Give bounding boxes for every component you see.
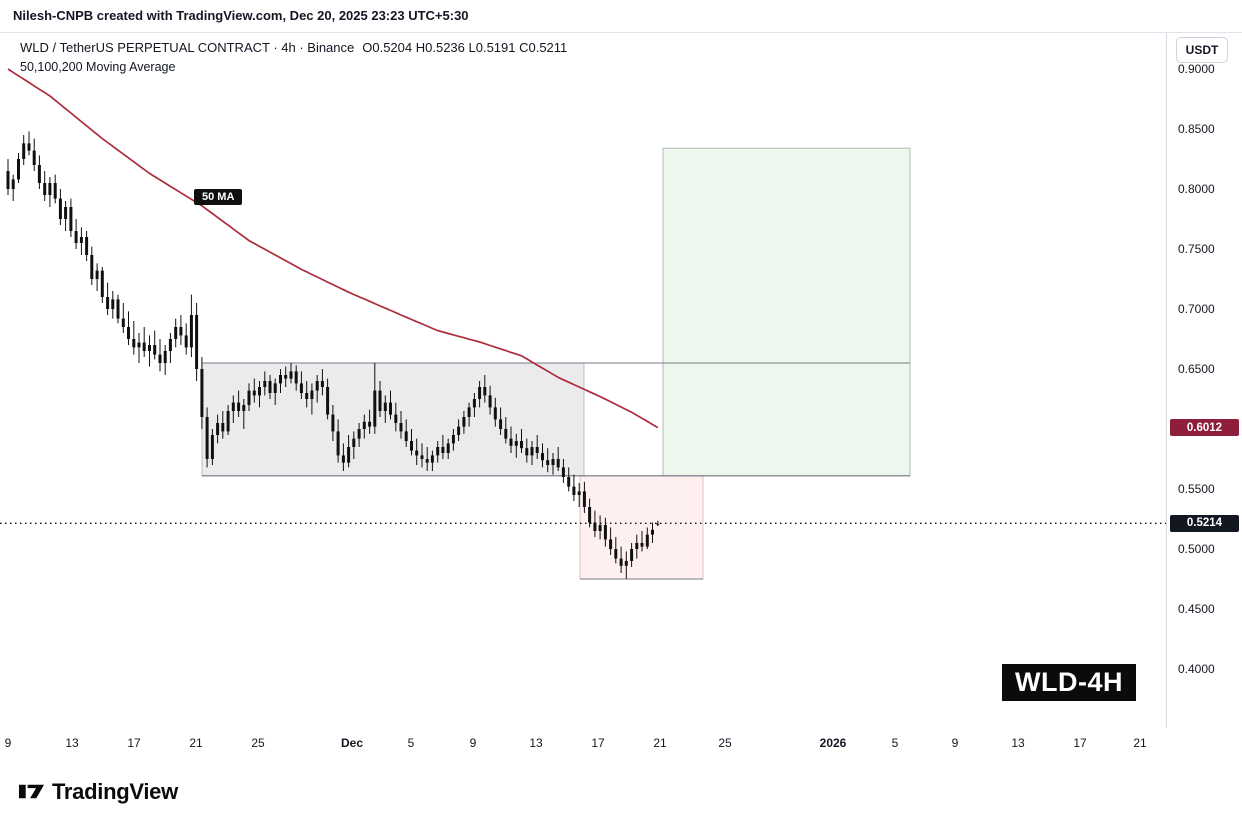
watermark-label: WLD-4H (1002, 664, 1136, 701)
price-axis-label: 0.6500 (1178, 362, 1215, 376)
time-axis-label: 13 (1011, 736, 1025, 750)
price-axis-label: 0.4500 (1178, 602, 1215, 616)
tradingview-brand-link[interactable]: TradingView (18, 778, 178, 805)
chart-panel[interactable]: WLD / TetherUS PERPETUAL CONTRACT · 4h ·… (0, 32, 1242, 730)
price-axis-label: 0.8500 (1178, 122, 1215, 136)
time-axis-label: 17 (1073, 736, 1087, 750)
price-axis-label: 0.9000 (1178, 62, 1215, 76)
symbol-legend[interactable]: WLD / TetherUS PERPETUAL CONTRACT · 4h ·… (20, 40, 567, 55)
price-axis-label: 0.8000 (1178, 182, 1215, 196)
price-axis-label: 0.4000 (1178, 662, 1215, 676)
price-axis-label: 0.5000 (1178, 542, 1215, 556)
ohlc-values: O0.5204 H0.5236 L0.5191 C0.5211 (362, 40, 568, 55)
time-axis-label: 13 (65, 736, 79, 750)
time-axis-label: 25 (718, 736, 732, 750)
time-axis-label: Dec (340, 736, 364, 750)
symbol-title[interactable]: WLD / TetherUS PERPETUAL CONTRACT · 4h ·… (20, 40, 355, 55)
time-axis-label: 21 (1133, 736, 1147, 750)
time-axis-label: 9 (4, 736, 12, 750)
time-axis-label: 17 (591, 736, 605, 750)
currency-toggle-button[interactable]: USDT (1176, 37, 1228, 63)
time-axis-label: 17 (127, 736, 141, 750)
price-axis-label: 0.7000 (1178, 302, 1215, 316)
time-axis-label: 13 (529, 736, 543, 750)
time-axis[interactable]: 9 13 17 21 25 Dec 5 9 13 17 21 25 2026 5 9 13 17 21 (0, 728, 1242, 762)
ma-label: 50 MA (194, 189, 243, 205)
attribution-bar: Nilesh-CNPB created with TradingView.com… (0, 0, 1242, 32)
time-axis-label: 9 (469, 736, 477, 750)
time-axis-label: 21 (189, 736, 203, 750)
attribution-text: Nilesh-CNPB created with TradingView.com… (13, 8, 469, 23)
time-axis-label: 25 (251, 736, 265, 750)
price-badge: 0.5214 (1170, 514, 1239, 532)
time-axis-label: 5 (407, 736, 415, 750)
indicator-legend[interactable]: 50,100,200 Moving Average (20, 60, 176, 74)
tradingview-wordmark: TradingView (52, 778, 178, 804)
price-chart-canvas[interactable] (0, 33, 1166, 729)
price-axis[interactable]: 0.9000 0.8500 0.8000 0.7500 0.7000 0.6500 0.55… (1166, 33, 1242, 729)
price-axis-label: 0.7500 (1178, 242, 1215, 256)
time-axis-label: 2026 (819, 736, 847, 750)
zone-target-box (662, 147, 911, 477)
price-badge: 0.6012 (1170, 419, 1239, 437)
time-axis-label: 21 (653, 736, 667, 750)
ma50-line (7, 68, 659, 429)
tradingview-logo-icon (18, 784, 45, 799)
time-axis-label: 5 (891, 736, 899, 750)
time-axis-label: 9 (951, 736, 959, 750)
zone-breakdown-box (579, 475, 704, 580)
footer: TradingView (0, 762, 1242, 828)
price-axis-label: 0.5500 (1178, 482, 1215, 496)
